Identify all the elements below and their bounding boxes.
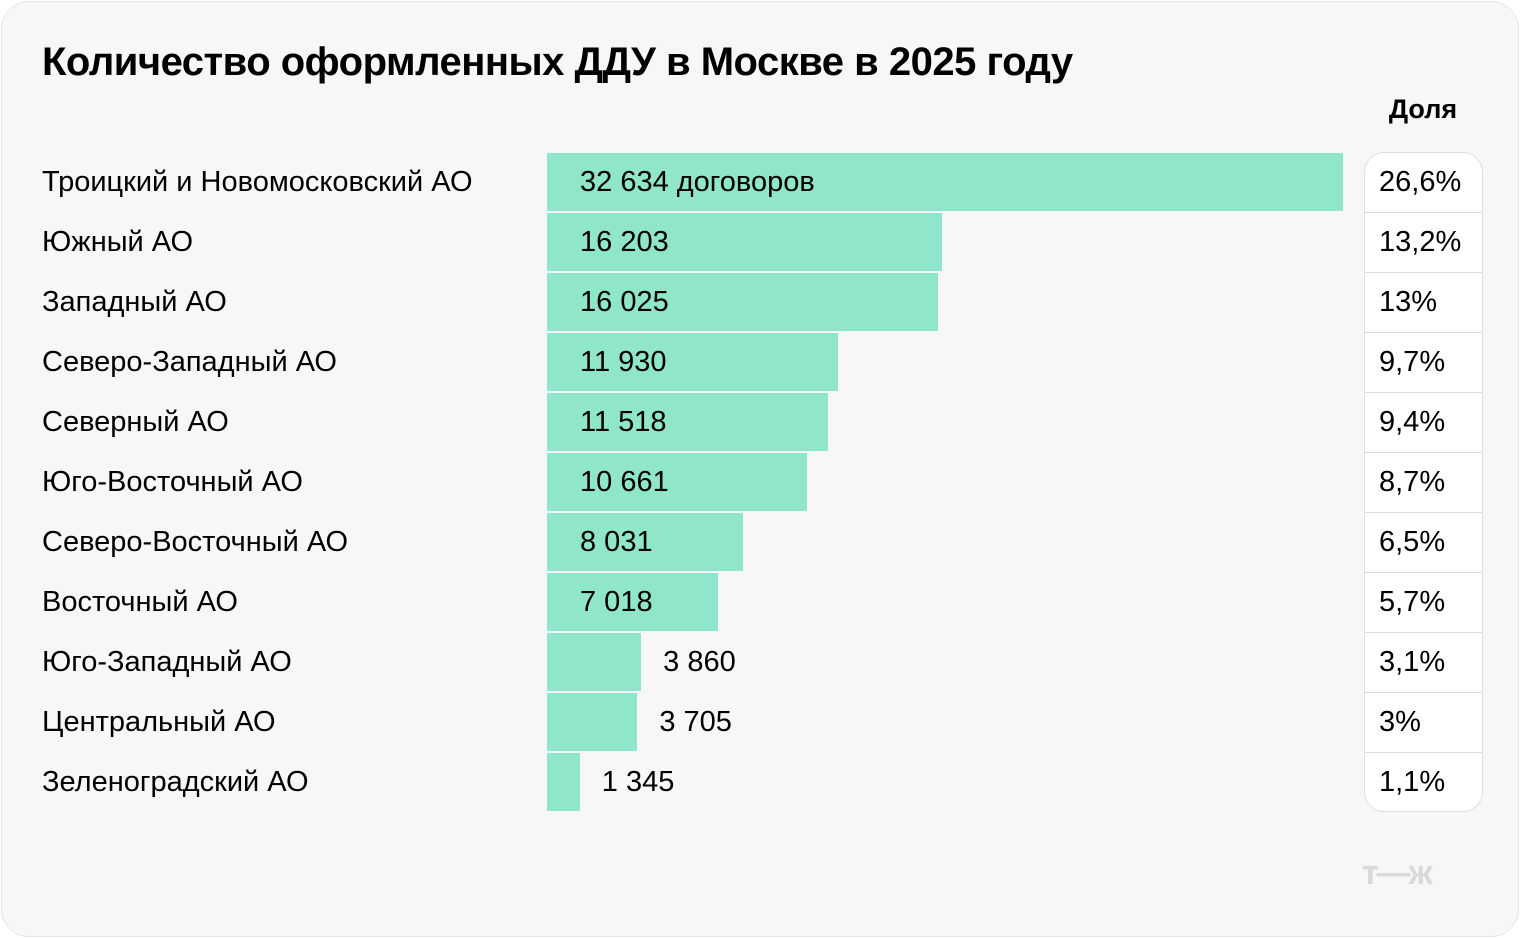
share-cell: 1,1% — [1379, 766, 1446, 798]
bar — [547, 633, 642, 691]
category-label: Северо-Западный АО — [42, 346, 337, 378]
share-cell: 13,2% — [1365, 213, 1482, 273]
bar — [547, 573, 719, 631]
category-label: Северо-Восточный АО — [42, 526, 349, 558]
share-cell: 3,1% — [1365, 633, 1482, 693]
tzh-logo: т—ж — [1362, 854, 1433, 892]
category-label: Юго-Восточный АО — [42, 466, 303, 498]
category-label: Западный АО — [42, 286, 227, 318]
category-label: Восточный АО — [42, 586, 238, 618]
value-label: 8 031 — [580, 526, 653, 558]
bar — [547, 153, 1343, 211]
bar — [547, 333, 838, 391]
value-label: 16 025 — [580, 286, 669, 318]
share-cell: 26,6% — [1365, 153, 1482, 213]
category-label: Северный АО — [42, 406, 229, 438]
bar — [547, 273, 938, 331]
value-label: 7 018 — [580, 586, 653, 618]
category-label: Зеленоградский АО — [42, 766, 309, 798]
category-label: Троицкий и Новомосковский АО — [42, 166, 473, 198]
value-label: 3 860 — [663, 646, 736, 678]
chart-title: Количество оформленных ДДУ в Москве в 20… — [42, 40, 1073, 84]
value-label: 32 634 договоров — [580, 166, 815, 198]
value-label: 10 661 — [580, 466, 669, 498]
share-header: Доля — [1388, 94, 1458, 124]
category-label: Центральный АО — [42, 706, 276, 738]
share-cell: 3% — [1365, 693, 1482, 753]
share-cell: 5,7% — [1365, 573, 1482, 633]
share-cell: 13% — [1365, 273, 1482, 333]
share-cell: 9,4% — [1365, 393, 1482, 453]
bar — [547, 753, 580, 811]
value-label: 3 705 — [659, 706, 732, 738]
value-label: 1 345 — [601, 766, 675, 798]
value-label: 16 203 — [580, 226, 669, 258]
share-table: 26,6% 13,2% 13% 9,7% 9,4% 8,7% 6,5% 5,7% 3,1% 3% 1… — [1364, 152, 1483, 812]
bar — [547, 513, 743, 571]
bar — [547, 213, 943, 271]
category-label: Южный АО — [42, 226, 194, 258]
bar — [547, 693, 638, 751]
bar — [547, 393, 828, 451]
share-cell: 9,7% — [1365, 333, 1482, 393]
share-cell: 6,5% — [1365, 513, 1482, 573]
category-label: Юго-Западный АО — [42, 646, 292, 678]
bar — [547, 453, 808, 511]
value-label: 11 518 — [580, 406, 667, 438]
share-cell: 8,7% — [1365, 453, 1482, 513]
value-label: 11 930 — [580, 346, 667, 378]
